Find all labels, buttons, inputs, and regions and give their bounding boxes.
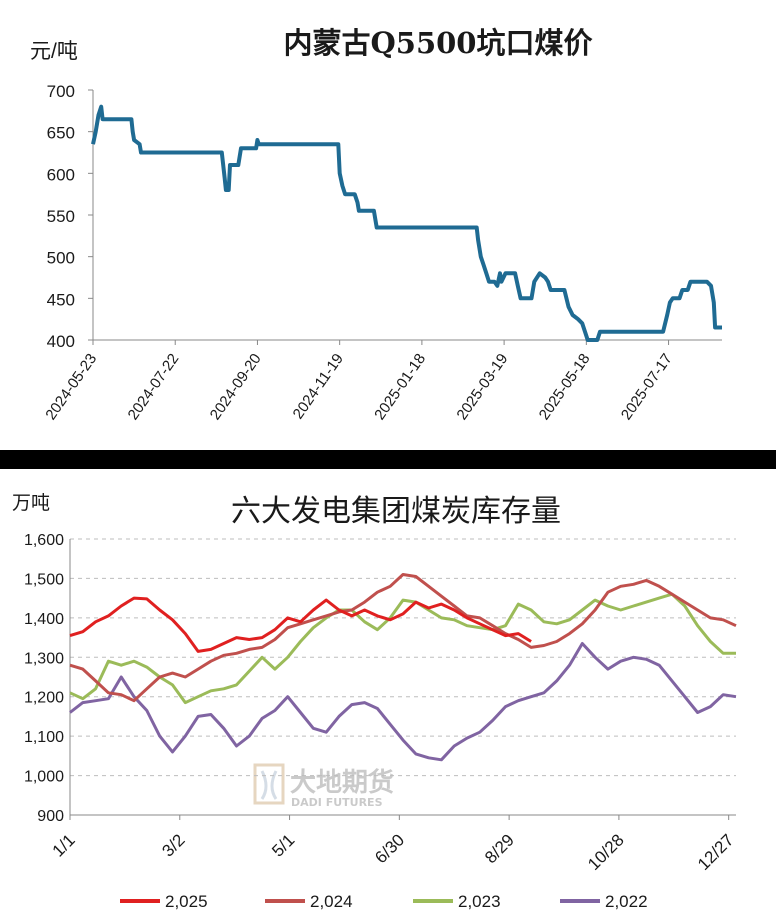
chart2-x-tick-label: 6/30 [371,830,408,867]
chart1-y-tick-label: 400 [47,332,75,351]
chart1-x-tick-label: 2025-01-18 [371,351,429,424]
chart2-title: 六大发电集团煤炭库存量 [231,494,561,529]
watermark-cn-text: 大地期货 [290,767,394,798]
chart2-y-tick-label: 1,600 [24,532,64,549]
chart2-x-tick-label: 1/1 [49,830,79,860]
coal-price-chart: 内蒙古Q5500坑口煤价 元/吨 400 450 500 550 600 650 700 2… [30,26,722,424]
chart1-x-tick-label: 2024-05-23 [42,351,100,424]
chart2-y-tick-label: 1,000 [24,769,64,786]
chart1-x-tick-label: 2025-03-19 [453,351,511,424]
chart2-series-line-0 [69,596,532,653]
chart1-x-tick-label: 2024-11-19 [290,351,347,423]
chart1-y-tick-label: 450 [47,290,75,309]
chart1-x-tick-label: 2024-07-22 [125,351,183,424]
chart2-y-tick-label: 900 [37,808,64,825]
coal-inventory-chart: 六大发电集团煤炭库存量 万吨 大地期货 DADI FUTURES 900 1,00… [12,492,738,911]
chart2-y-tick-label: 1,100 [24,729,64,746]
chart2-x-tick-label: 12/27 [694,830,738,874]
chart2-series-line-3 [69,642,737,762]
chart2-series-line-2 [69,592,736,705]
legend-item: 2,025 [120,892,208,911]
chart1-x-tick-label: 2024-09-20 [207,351,265,424]
legend-label: 2,024 [310,892,353,911]
legend-label: 2,025 [165,892,208,911]
chart2-y-tick-label: 1,200 [24,690,64,707]
chart1-title: 内蒙古Q5500坑口煤价 [284,26,594,60]
chart2-x-tick-label: 5/1 [268,830,298,860]
chart1-y-unit: 元/吨 [30,40,78,63]
legend-item: 2,024 [265,892,353,911]
legend-item: 2,023 [413,892,501,911]
legend-item: 2,022 [560,892,648,911]
chart2-x-tick-label: 10/28 [584,830,628,874]
chart1-y-tick-label: 500 [47,249,75,268]
black-separator [0,450,776,469]
chart1-x-tick-label: 2025-05-18 [536,351,594,424]
legend-label: 2,023 [458,892,501,911]
chart1-x-tick-label: 2025-07-17 [618,351,676,424]
chart2-y-tick-label: 1,300 [24,650,64,667]
watermark-logo: 大地期货 DADI FUTURES [253,763,394,809]
chart2-x-tick-label: 8/29 [481,830,518,867]
chart2-y-tick-label: 1,400 [24,611,64,628]
chart1-y-tick-label: 550 [47,207,75,226]
chart2-x-tick-label: 3/2 [158,830,188,860]
chart1-y-tick-label: 650 [47,124,75,143]
watermark-en-text: DADI FUTURES [291,796,383,809]
chart1-y-tick-label: 600 [47,165,75,184]
chart2-y-tick-label: 1,500 [24,571,64,588]
chart1-y-tick-label: 700 [47,82,75,101]
chart2-y-unit: 万吨 [12,492,50,514]
chart1-price-line [91,104,722,342]
chart2-series-line-1 [69,573,737,703]
legend-label: 2,022 [605,892,648,911]
